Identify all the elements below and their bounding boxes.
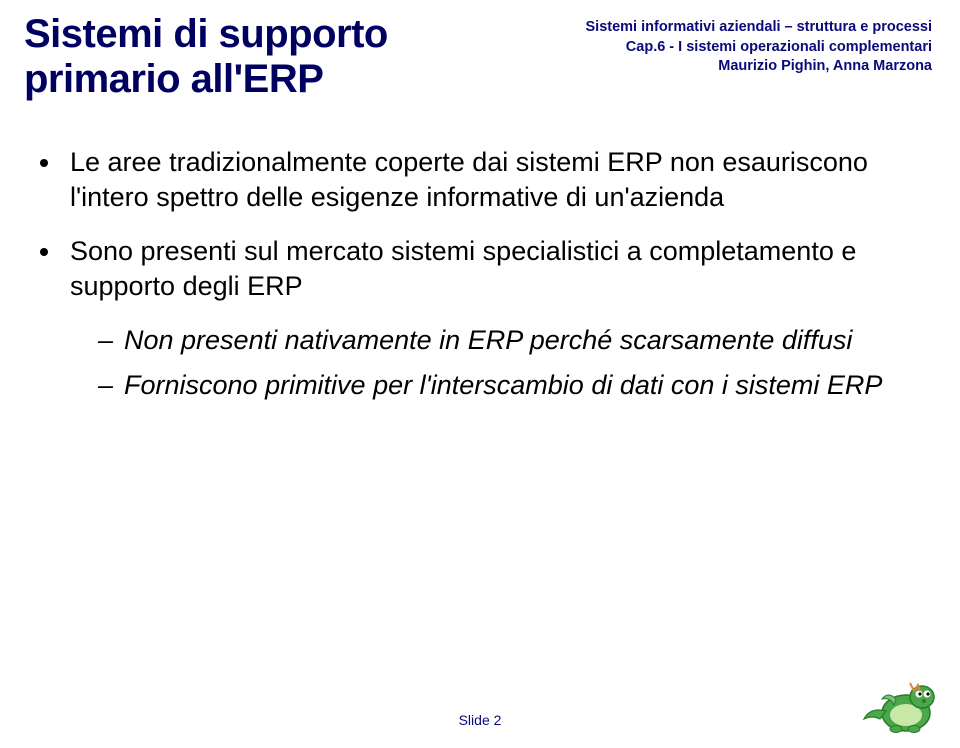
dash-icon: – [98,368,114,403]
bullet-item: Sono presenti sul mercato sistemi specia… [40,234,910,303]
content-area: Le aree tradizionalmente coperte dai sis… [40,145,910,412]
header-line2: Cap.6 - I sistemi operazionali complemen… [586,38,933,58]
bullet-text: Le aree tradizionalmente coperte dai sis… [70,145,910,214]
sub-bullet-text: Non presenti nativamente in ERP perché s… [124,323,852,358]
header-line3: Maurizio Pighin, Anna Marzona [586,57,933,77]
sub-bullet-text: Forniscono primitive per l'interscambio … [124,368,882,403]
bullet-item: Le aree tradizionalmente coperte dai sis… [40,145,910,214]
bullet-dot-icon [40,248,48,256]
bullet-dot-icon [40,159,48,167]
bullet-text: Sono presenti sul mercato sistemi specia… [70,234,910,303]
sub-bullet-item: – Forniscono primitive per l'interscambi… [98,368,910,403]
title-line2: primario all'ERP [24,57,388,102]
slide-title: Sistemi di supporto primario all'ERP [24,12,388,102]
sub-bullet-item: – Non presenti nativamente in ERP perché… [98,323,910,358]
header-line1: Sistemi informativi aziendali – struttur… [586,18,933,38]
slide-number: Slide 2 [459,712,502,728]
title-line1: Sistemi di supporto [24,12,388,57]
dash-icon: – [98,323,114,358]
dragon-mascot-icon [858,663,948,738]
header-meta: Sistemi informativi aziendali – struttur… [586,18,933,77]
